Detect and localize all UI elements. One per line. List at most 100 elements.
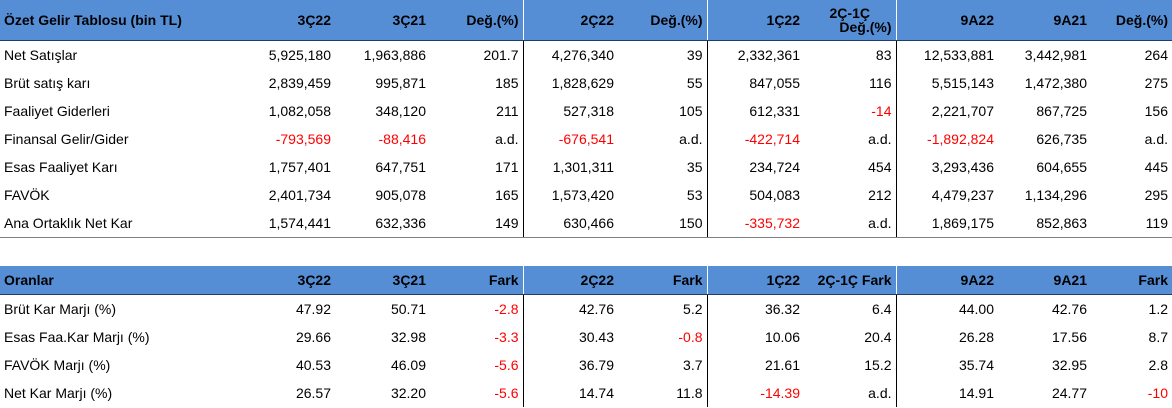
row-label: Finansal Gelir/Gider xyxy=(4,130,129,147)
header-cell: 2Ç22 xyxy=(522,265,618,295)
table-cell: 5,925,180 xyxy=(268,46,331,63)
header-cell: Oranlar xyxy=(0,265,238,295)
table-cell: 12,533,881 xyxy=(895,40,998,69)
table-cell: 4,276,340 xyxy=(522,40,618,69)
table-row: Esas Faaliyet Karı 1,757,401 647,751 171 1,3… xyxy=(0,152,1172,181)
table-cell: 17.56 xyxy=(1051,328,1087,345)
table-cell: -1,892,824 xyxy=(895,124,998,153)
table-cell: 527,318 xyxy=(522,96,618,125)
table-cell: -0.8 xyxy=(678,328,703,345)
table-cell: 20.4 xyxy=(864,328,892,345)
table-cell: 42.76 xyxy=(522,294,618,323)
table-cell: 24.77 xyxy=(1051,384,1087,401)
table-row: Faaliyet Giderleri 1,082,058 348,120 211 527… xyxy=(0,96,1172,125)
table-cell: 275 xyxy=(1144,74,1168,91)
table-row: Brüt satış karı 2,839,459 995,871 185 1,828,… xyxy=(0,68,1172,97)
table-cell: 3,442,981 xyxy=(1024,46,1087,63)
table-cell: 185 xyxy=(495,74,519,91)
table-cell: 26.57 xyxy=(295,384,331,401)
table-cell: 29.66 xyxy=(295,328,331,345)
ratio-row: Brüt Kar Marjı (%) 47.92 50.71 -2.8 42.76 5.2… xyxy=(0,294,1172,323)
table-cell: 1,472,380 xyxy=(1024,74,1087,91)
table-cell: 626,735 xyxy=(1036,130,1087,147)
table-cell: 1,301,311 xyxy=(522,152,618,181)
table-cell: 36.79 xyxy=(522,350,618,379)
table-cell: 165 xyxy=(495,186,519,203)
header-cell: Değ.(%) xyxy=(430,0,523,41)
header-cell: 3Ç21 xyxy=(335,0,430,41)
row-label: FAVÖK Marjı (%) xyxy=(4,356,111,373)
table-cell: -88,416 xyxy=(378,130,426,147)
row-label: Net Satışlar xyxy=(4,46,78,63)
table-cell: 30.43 xyxy=(522,322,618,351)
table-cell: 5,515,143 xyxy=(895,68,998,97)
table-cell: 32.95 xyxy=(1051,356,1087,373)
table-cell: a.d. xyxy=(679,130,703,147)
table-cell: -335,732 xyxy=(706,208,804,238)
table-cell: -14 xyxy=(871,102,892,119)
table-cell: 612,331 xyxy=(706,96,804,125)
table-cell: 201.7 xyxy=(483,46,519,63)
table-cell: 50.71 xyxy=(390,300,426,317)
table-cell: 1,963,886 xyxy=(363,46,426,63)
table-cell: 2,221,707 xyxy=(895,96,998,125)
table-cell: a.d. xyxy=(868,384,892,401)
table-cell: 445 xyxy=(1144,158,1168,175)
row-label: FAVÖK xyxy=(4,186,50,203)
table-cell: 53 xyxy=(686,186,703,203)
table-cell: 32.98 xyxy=(390,328,426,345)
table-cell: 2,332,361 xyxy=(706,40,804,69)
table-cell: 39 xyxy=(686,46,703,63)
table-row: Finansal Gelir/Gider -793,569 -88,416 a.d. -… xyxy=(0,124,1172,153)
header-cell: Fark xyxy=(618,265,707,295)
table-cell: -5.6 xyxy=(494,384,519,401)
ratio-row: FAVÖK Marjı (%) 40.53 46.09 -5.6 36.79 3.7 21.… xyxy=(0,350,1172,379)
table-cell: 852,863 xyxy=(998,208,1091,238)
row-label: Brüt Kar Marjı (%) xyxy=(4,300,117,317)
table-cell: 234,724 xyxy=(706,152,804,181)
ratio-row: Esas Faa.Kar Marjı (%) 29.66 32.98 -3.3 30.4… xyxy=(0,322,1172,351)
table-cell: 11.8 xyxy=(676,384,703,401)
table-cell: 8.7 xyxy=(1148,328,1168,345)
table-cell: 2.8 xyxy=(1148,356,1168,373)
table-cell: -14.39 xyxy=(706,378,804,407)
table-cell: 212 xyxy=(868,186,892,203)
row-label: Ana Ortaklık Net Kar xyxy=(0,208,238,238)
table-cell: 26.28 xyxy=(895,322,998,351)
table-cell: 847,055 xyxy=(706,68,804,97)
table-cell: 504,083 xyxy=(706,180,804,209)
table-cell: 55 xyxy=(686,74,703,91)
table-cell: 36.32 xyxy=(706,294,804,323)
header-cell: 1Ç22 xyxy=(706,0,804,41)
table-cell: 42.76 xyxy=(1051,300,1087,317)
table-cell: 6.4 xyxy=(872,300,892,317)
table-cell: 348,120 xyxy=(375,102,426,119)
table-row: Net Satışlar 5,925,180 1,963,886 201.7 4,276… xyxy=(0,40,1172,69)
table-cell: 1,828,629 xyxy=(522,68,618,97)
table-cell: 2,401,734 xyxy=(268,186,331,203)
row-label: Faaliyet Giderleri xyxy=(4,102,110,119)
table-cell: 83 xyxy=(875,46,892,63)
table-cell: 150 xyxy=(618,208,707,238)
table-cell: 156 xyxy=(1144,102,1168,119)
table-cell: 867,725 xyxy=(1036,102,1087,119)
table-row: Ana Ortaklık Net Kar 1,574,441 632,336 149 6… xyxy=(0,208,1172,238)
table-cell: 40.53 xyxy=(295,356,331,373)
table-cell: 3.7 xyxy=(683,356,703,373)
header-cell: 9A21 xyxy=(998,265,1091,295)
table-cell: 1,082,058 xyxy=(268,102,331,119)
table-cell: 116 xyxy=(869,74,892,91)
header-cell: 3Ç22 xyxy=(238,265,335,295)
table-cell: -676,541 xyxy=(522,124,618,153)
table-cell: 4,479,237 xyxy=(895,180,998,209)
table-cell: 2,839,459 xyxy=(268,74,331,91)
table-cell: 1,573,420 xyxy=(522,180,618,209)
header-cell: 9A22 xyxy=(895,265,998,295)
table-cell: 44.00 xyxy=(895,294,998,323)
table-cell: 119 xyxy=(1091,208,1172,238)
table-cell: -10 xyxy=(1147,384,1168,401)
table-cell: a.d. xyxy=(868,130,892,147)
header-cell: Fark xyxy=(430,265,523,295)
table-cell: 647,751 xyxy=(375,158,426,175)
